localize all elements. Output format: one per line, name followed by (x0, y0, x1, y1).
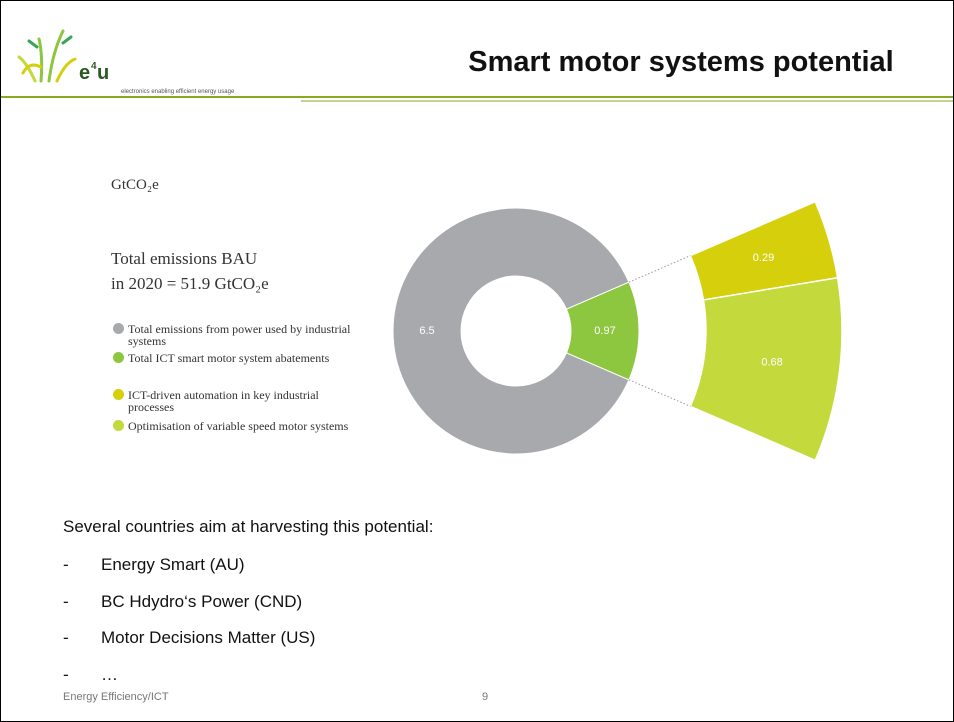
legend-item: ICT-driven automation in key industrial … (113, 389, 353, 413)
breakdown-segment (689, 276, 843, 462)
intro-text: Several countries aim at harvesting this… (63, 517, 434, 536)
data-label: 0.68 (761, 356, 782, 368)
bullet-text: Motor Decisions Matter (US) (101, 628, 316, 647)
slide-title: Smart motor systems potential (468, 46, 893, 78)
bullet-text: BC Hdydro‘s Power (CND) (101, 591, 303, 611)
legend-swatch (113, 352, 124, 363)
legend-swatch (113, 420, 124, 431)
logo-icon (17, 29, 77, 83)
connector-line (628, 255, 691, 283)
donut-chart: 6.5 0.97 0.29 0.68 (392, 200, 843, 462)
bullet-text: … (101, 664, 118, 684)
legend-label: ICT-driven automation in key industrial … (128, 388, 319, 414)
bullet-marker: - (63, 628, 69, 647)
data-label: 0.29 (753, 252, 774, 264)
logo-u: u (97, 62, 109, 84)
logo-e: e (79, 62, 90, 84)
connector-line (628, 379, 691, 407)
chart-subtitle: Total emissions BAU (111, 249, 258, 268)
legend-label: Optimisation of variable speed motor sys… (128, 419, 349, 433)
bullet-marker: - (63, 555, 69, 574)
legend-item: Total ICT smart motor system abatements (113, 352, 353, 364)
legend-swatch (113, 389, 124, 400)
footer-text: Energy Efficiency/ICT (63, 691, 169, 703)
legend-label: Total ICT smart motor system abatements (128, 351, 330, 365)
legend-swatch (113, 323, 124, 334)
legend-label: Total emissions from power used by indus… (128, 322, 351, 348)
bullet-text: Energy Smart (AU) (101, 555, 245, 574)
bullet-marker: - (63, 591, 69, 611)
donut-segment (565, 281, 640, 381)
data-label: 6.5 (419, 325, 434, 337)
legend-item: Optimisation of variable speed motor sys… (113, 420, 353, 432)
bullet-marker: - (63, 664, 69, 684)
page-number: 9 (482, 691, 489, 703)
chart-subtitle: in 2020 = 51.9 GtCO₂e (111, 274, 269, 293)
logo-4: 4 (91, 61, 97, 72)
legend-item: Total emissions from power used by indus… (113, 323, 353, 347)
donut-segment (392, 207, 630, 455)
unit-label: GtCO₂e (111, 177, 159, 193)
data-label: 0.97 (594, 325, 615, 337)
logo-tagline: electronics enabling efficient energy us… (121, 89, 235, 95)
